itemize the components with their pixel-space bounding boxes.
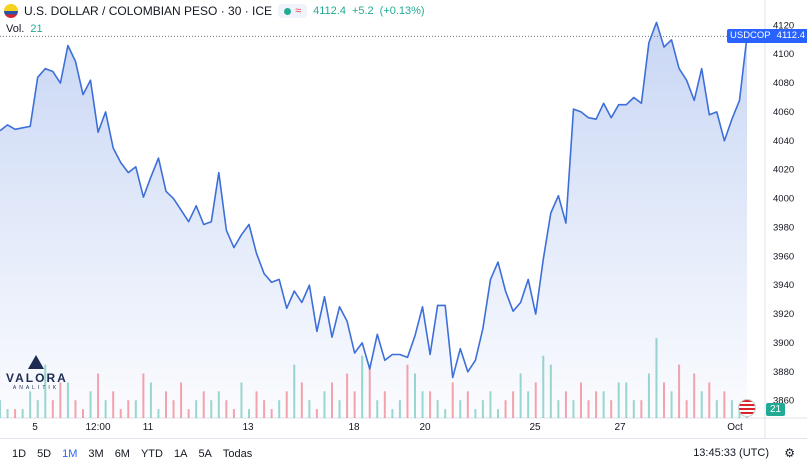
x-tick-label: 5 [32,422,38,433]
x-tick-label: 12:00 [85,422,110,433]
x-tick-label: 11 [143,422,154,433]
last-price-value: 4112.4 [776,30,806,42]
price-line [0,21,748,379]
symbol-title[interactable]: U.S. DOLLAR / COLOMBIAN PESO · 30 · ICE [24,4,273,18]
logo-name: VALORA [6,371,68,385]
y-tick-label: 4100 [773,49,794,60]
header-change: +5.2 [351,5,374,17]
logo-sub: ANALITIK [12,385,60,391]
volume-legend[interactable]: Vol. 21 [6,23,43,35]
x-tick-label: 20 [419,422,431,433]
range-3m[interactable]: 3M [88,447,104,460]
y-tick-label: 3880 [773,367,794,378]
range-ytd[interactable]: YTD [140,447,163,460]
x-tick-label: 27 [614,422,626,433]
y-tick-label: 4120 [773,20,794,31]
volume-label: Vol. [6,23,25,35]
range-5a[interactable]: 5A [198,447,212,460]
utc-clock[interactable]: 13:45:33 (UTC) [693,447,769,459]
y-tick-label: 4040 [773,136,794,147]
header-price: 4112.4 [313,5,346,17]
settings-gear-icon[interactable]: ⚙ [784,446,795,460]
x-tick-label: 13 [242,422,254,433]
range-1m[interactable]: 1M [62,447,78,460]
range-todas[interactable]: Todas [222,447,253,460]
bottom-toolbar: 1D 5D 1M 3M 6M YTD 1A 5A Todas 13:45:33 (UTC) ⚙ [0,438,807,468]
last-price-symbol: USDCOP [730,30,771,42]
range-1a[interactable]: 1A [173,447,188,460]
valora-logo-mark-icon [28,355,44,369]
us-flag-icon [738,399,756,417]
y-tick-label: 4020 [773,165,794,176]
y-tick-label: 3900 [773,338,794,349]
colombia-flag-icon [4,4,18,18]
chart-header: U.S. DOLLAR / COLOMBIAN PESO · 30 · ICE … [0,0,425,22]
y-tick-label: 3980 [773,222,794,233]
volume-axis-badge: 21 [766,403,786,416]
header-change-pct: (+0.13%) [379,5,425,17]
x-tick-label: 25 [529,422,541,433]
x-tick-label: 18 [348,422,360,433]
delayed-data-icon: ≈ [295,5,302,17]
y-tick-label: 4000 [773,194,794,205]
range-1d[interactable]: 1D [12,447,27,460]
market-status-pill[interactable]: ≈ [278,4,308,18]
price-chart[interactable]: 4120 4100 4080 4060 4040 4020 4000 3980 3960 3940… [0,0,807,438]
time-range-selector: 1D 5D 1M 3M 6M YTD 1A 5A Todas [12,448,252,460]
range-6m[interactable]: 6M [114,447,130,460]
y-tick-label: 4060 [773,107,794,118]
y-tick-label: 3920 [773,309,794,320]
last-price-badge: USDCOP 4112.4 [727,29,807,44]
range-5d[interactable]: 5D [37,447,52,460]
y-tick-label: 3860 [773,396,794,407]
x-tick-label: Oct [727,422,743,433]
valora-logo: VALORA ANALITIK [6,355,66,391]
market-open-icon [284,7,292,15]
y-tick-label: 4080 [773,78,794,89]
y-tick-label: 3960 [773,251,794,262]
price-area-fill [0,22,747,419]
y-tick-label: 3940 [773,280,794,291]
volume-value: 21 [30,23,43,35]
